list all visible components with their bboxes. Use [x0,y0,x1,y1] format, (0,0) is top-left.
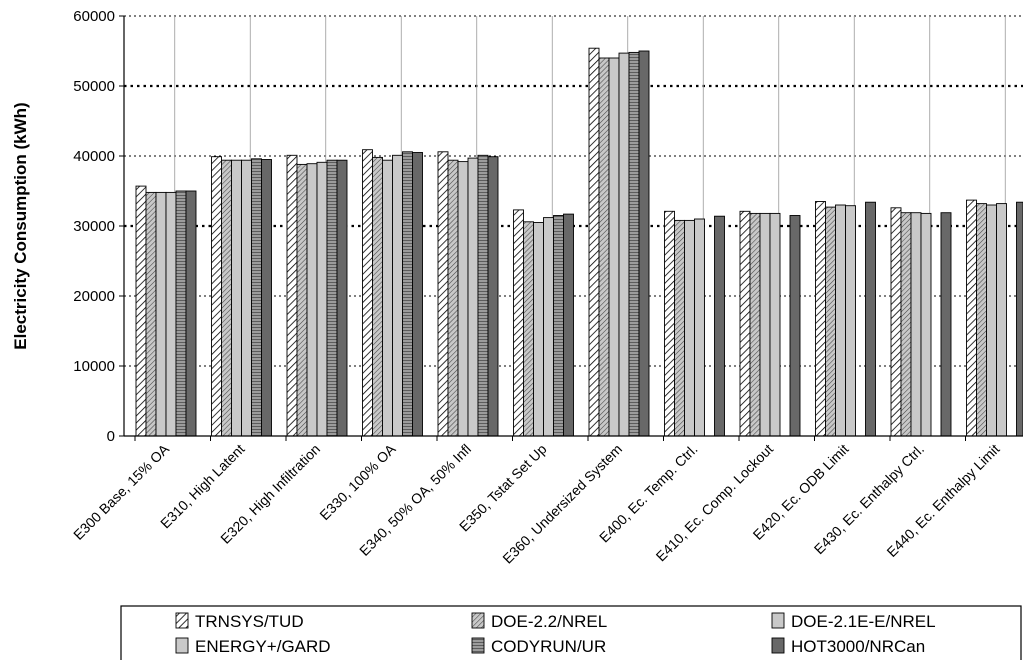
bar [920,212,932,437]
bar [336,159,348,437]
bar [145,191,157,437]
bar [865,201,876,437]
bar [769,212,781,437]
bar [513,209,524,437]
bar [316,161,328,437]
y-tick-label: 0 [107,428,115,445]
bar [664,210,675,437]
y-tick-label: 60000 [73,8,115,25]
bar [910,212,922,437]
bar [759,212,771,437]
bar [815,201,826,437]
y-tick-label: 50000 [73,78,115,95]
y-tick-label: 20000 [73,288,115,305]
legend-swatch [771,612,785,629]
bar [563,213,574,437]
x-tick-label: E330, 100% OA [316,440,399,523]
bar [835,204,846,437]
bar [543,217,554,437]
bar [966,199,977,437]
legend-swatch [471,612,485,629]
bar [447,159,459,437]
bar [890,207,902,437]
legend-label: HOT3000/NRCan [791,637,925,656]
legend-label: CODYRUN/UR [491,637,606,656]
bar [175,190,187,437]
y-tick-label: 10000 [73,358,115,375]
bar [306,163,318,437]
bar [628,51,640,437]
bar [231,159,242,437]
bar [533,222,544,437]
legend-label: TRNSYS/TUD [195,612,304,631]
bar [618,52,630,437]
bar [976,203,987,437]
y-tick-label: 30000 [73,218,115,235]
bar [1016,201,1023,437]
bar [638,50,650,437]
y-axis-title: Electricity Consumption (kWh) [11,102,30,349]
legend-label: ENERGY+/GARD [195,637,331,656]
bar [714,215,725,437]
bar [362,149,373,437]
bar [457,161,469,437]
bar [261,159,272,437]
bar [523,221,534,437]
legend-swatch [175,612,189,629]
legend: TRNSYS/TUD DOE-2.2/NREL DOE-2.1E-E/NREL ENE… [120,605,1022,660]
legend-swatch [771,637,785,654]
bar [996,203,1007,437]
bar [749,212,761,437]
legend-swatch [175,637,189,654]
bar [684,219,695,437]
bar [135,185,147,437]
bar [487,156,499,437]
bar [241,159,252,437]
bar [382,159,393,437]
bar [553,215,564,437]
bar [402,151,413,437]
bar [412,152,423,437]
legend-label: DOE-2.1E-E/NREL [791,612,936,631]
x-tick-label: E300 Base, 15% OA [70,440,173,543]
bar [286,154,298,437]
bar [185,190,197,437]
bar [825,206,836,437]
bar [608,57,620,437]
bar [739,210,751,437]
bar [674,219,685,437]
bar [477,154,489,437]
y-tick-labels: 0 10000 20000 30000 40000 50000 60000 [73,8,124,445]
bar [296,163,308,437]
legend-label: DOE-2.2/NREL [491,612,607,631]
bar [588,47,600,437]
bar [789,215,801,437]
bar [392,154,403,437]
legend-swatch [471,637,485,654]
bar [845,205,856,437]
bar [437,151,449,437]
bar [326,159,338,437]
bar [986,204,997,437]
bar [251,158,262,437]
bar [694,218,705,437]
bar [221,159,232,437]
bar [155,191,167,437]
bars [135,47,1023,437]
bar [467,157,479,437]
bar [900,212,912,437]
legend-box [120,605,1022,660]
bar [372,156,383,437]
bar [165,191,177,437]
bar [940,212,952,437]
bar [598,57,610,437]
y-tick-label: 40000 [73,148,115,165]
bar [211,156,222,437]
